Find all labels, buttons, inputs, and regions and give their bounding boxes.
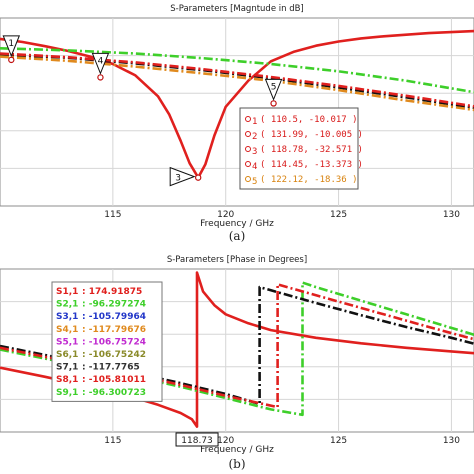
svg-text:2: 2 xyxy=(252,132,257,142)
x-marker-box xyxy=(175,432,219,447)
svg-text:: -96.300723: : -96.300723 xyxy=(82,388,146,398)
panel-a-marker-legend: 1( 110.5, -10.017 )2( 131.99, -10.005 )3… xyxy=(239,107,363,190)
svg-text:4: 4 xyxy=(98,56,104,66)
svg-text:S6,1: S6,1 xyxy=(56,350,78,360)
series-line-3 xyxy=(0,53,474,110)
panel-a-x-axis-label: Frequency / GHz xyxy=(200,219,274,229)
svg-text:: -105.81011: : -105.81011 xyxy=(82,375,146,385)
svg-text:5: 5 xyxy=(271,82,277,92)
svg-text:: -105.79964: : -105.79964 xyxy=(82,312,146,322)
phase-legend-row: S3,1 : -105.79964 xyxy=(56,312,146,322)
marker-flag-5: 5 xyxy=(264,78,283,101)
marker-flag-3: 3 xyxy=(169,166,196,187)
phase-legend-box xyxy=(51,281,163,402)
marker-point-3 xyxy=(194,174,202,181)
series-line-4 xyxy=(0,52,474,108)
series-line-2 xyxy=(0,281,474,417)
x-tick-label: 120 xyxy=(217,436,234,446)
svg-text:1: 1 xyxy=(8,39,14,49)
panel-a-plot-area xyxy=(0,17,474,207)
svg-text:S7,1: S7,1 xyxy=(56,363,78,373)
panel-b-x-ticks: 115 120 125 130 xyxy=(104,436,460,446)
marker-legend-row: 4( 114.45, -13.373 ) xyxy=(245,160,363,172)
panel-b-legend: S1,1 : 174.91875 S2,1 : -96.297274 S3,1 : -10… xyxy=(51,281,163,402)
svg-text:: -117.7765: : -117.7765 xyxy=(82,363,140,373)
panel-b-title: S-Parameters [Phase in Degrees] xyxy=(167,255,307,265)
svg-text:( 122.12, -18.36 ): ( 122.12, -18.36 ) xyxy=(260,175,358,185)
x-tick-label: 125 xyxy=(330,436,347,446)
phase-legend-row: S8,1 : -105.81011 xyxy=(56,375,146,385)
marker-legend-row: 3( 118.78, -32.571 ) xyxy=(245,145,363,157)
phase-legend-row: S2,1 : -96.297274 xyxy=(56,300,146,310)
svg-text:S9,1: S9,1 xyxy=(56,388,78,398)
svg-text:: 174.91875: : 174.91875 xyxy=(82,287,142,297)
marker-legend-row: 2( 131.99, -10.005 ) xyxy=(245,130,363,142)
panel-b-caption: (b) xyxy=(228,457,245,471)
phase-legend-row: S4,1 : -117.79676 xyxy=(56,325,146,335)
svg-text:S5,1: S5,1 xyxy=(56,337,78,347)
svg-text:1: 1 xyxy=(252,117,257,127)
marker-flag-4: 4 xyxy=(91,52,110,75)
series-line-2 xyxy=(0,47,474,94)
panel-b: S-Parameters [Phase in Degrees] 115 120 12… xyxy=(0,255,474,471)
phase-legend-row: S9,1 : -96.300723 xyxy=(56,388,146,398)
phase-legend-row: S1,1 : 174.91875 xyxy=(56,287,142,297)
svg-text:S8,1: S8,1 xyxy=(56,375,78,385)
series-line-3 xyxy=(0,285,474,406)
svg-text:S1,1: S1,1 xyxy=(56,287,78,297)
svg-text:( 114.45, -13.373 ): ( 114.45, -13.373 ) xyxy=(260,160,363,170)
x-tick-label: 130 xyxy=(443,436,460,446)
marker-point-4 xyxy=(97,74,104,81)
marker-point-1 xyxy=(8,56,15,64)
phase-legend-row: S6,1 : -106.75242 xyxy=(56,350,146,360)
svg-text:3: 3 xyxy=(252,147,257,157)
x-tick-label: 130 xyxy=(443,210,460,220)
x-tick-label: 115 xyxy=(104,210,121,220)
svg-text:: -96.297274: : -96.297274 xyxy=(82,300,146,310)
marker-legend-row: 5( 122.12, -18.36 ) xyxy=(245,175,358,187)
x-tick-label: 125 xyxy=(330,210,347,220)
svg-text:: -106.75242: : -106.75242 xyxy=(82,350,146,360)
svg-text:: -117.79676: : -117.79676 xyxy=(82,325,146,335)
panel-a-title: S-Parameters [Magntude in dB] xyxy=(170,4,304,14)
svg-text:S3,1: S3,1 xyxy=(56,312,78,322)
panel-a-caption: (a) xyxy=(229,229,246,243)
panel-a-x-ticks: 115 120 125 130 xyxy=(104,210,460,220)
marker-legend-box xyxy=(239,107,359,190)
marker-point-5 xyxy=(270,100,277,107)
series-line-5 xyxy=(0,55,474,112)
panel-a-markers: 1 3 4 5 xyxy=(2,35,283,187)
x-marker-label: 118.73 xyxy=(181,436,213,446)
svg-text:S4,1: S4,1 xyxy=(56,325,78,335)
svg-text:( 110.5, -10.017 ): ( 110.5, -10.017 ) xyxy=(260,115,358,125)
svg-text:4: 4 xyxy=(252,162,257,172)
svg-text:( 118.78, -32.571 ): ( 118.78, -32.571 ) xyxy=(260,145,363,155)
x-tick-label: 120 xyxy=(217,210,234,220)
phase-legend-row: S5,1 : -106.75724 xyxy=(56,337,146,347)
panel-b-x-axis-label: Frequency / GHz xyxy=(200,445,274,455)
svg-text:( 131.99, -10.005 ): ( 131.99, -10.005 ) xyxy=(260,130,363,140)
svg-text:S2,1: S2,1 xyxy=(56,300,78,310)
panel-b-x-marker: 118.73 xyxy=(175,432,219,447)
phase-legend-row: S7,1 : -117.7765 xyxy=(56,363,140,373)
marker-legend-row: 1( 110.5, -10.017 ) xyxy=(245,115,358,127)
marker-flag-1: 1 xyxy=(2,35,21,58)
svg-text:3: 3 xyxy=(175,174,181,184)
svg-text:: -106.75724: : -106.75724 xyxy=(82,337,146,347)
x-tick-label: 115 xyxy=(104,436,121,446)
svg-text:5: 5 xyxy=(252,177,257,187)
